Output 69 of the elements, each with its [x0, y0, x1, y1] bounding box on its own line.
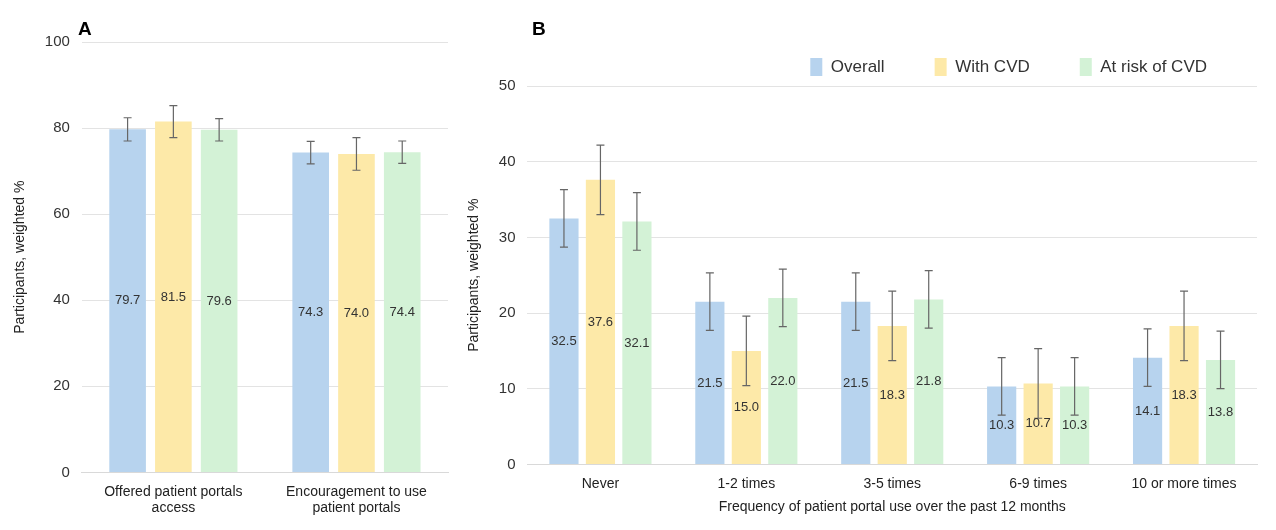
- bar: [549, 218, 579, 464]
- data-label: 10.3: [1061, 417, 1088, 432]
- data-label: 79.7: [114, 292, 141, 308]
- y-tick-label: 80: [53, 118, 70, 136]
- y-tick-label: 60: [53, 204, 70, 222]
- bar: [109, 129, 146, 472]
- bar: [914, 299, 944, 464]
- data-label: 21.5: [843, 374, 869, 390]
- data-label: 32.1: [624, 334, 650, 350]
- y-tick-label: 100: [44, 32, 70, 50]
- x-tick-label: Encouragement to use patient portals: [286, 482, 428, 516]
- data-label: 10.7: [1025, 415, 1051, 431]
- x-axis-title: Frequency of patient portal use over the past 12 months: [718, 498, 1066, 515]
- data-label: 18.3: [879, 386, 905, 402]
- bar: [695, 301, 725, 464]
- data-label: 37.6: [587, 313, 614, 329]
- y-tick-label: 10: [498, 378, 516, 396]
- y-tick-label: 50: [498, 76, 516, 94]
- bar: [987, 386, 1017, 464]
- y-tick-label: 0: [507, 454, 516, 472]
- bar: [200, 129, 238, 472]
- chart-title: B: [532, 18, 546, 40]
- bar: [1205, 359, 1236, 464]
- bar: [877, 325, 907, 464]
- bar: [1132, 357, 1163, 464]
- chart-title: A: [78, 18, 92, 40]
- data-label: 14.1: [1134, 402, 1161, 418]
- data-label: 21.5: [697, 374, 723, 390]
- data-label: 13.8: [1207, 403, 1234, 419]
- data-label: 15.0: [733, 399, 759, 415]
- y-tick-label: 20: [53, 376, 70, 394]
- data-label: 74.4: [389, 303, 415, 319]
- y-tick-label: 40: [53, 290, 70, 308]
- data-label: 74.3: [298, 304, 324, 320]
- bar: [1060, 386, 1090, 464]
- x-tick-label: 1-2 times: [717, 474, 776, 491]
- data-label: 18.3: [1171, 386, 1197, 402]
- data-label: 81.5: [160, 288, 187, 304]
- data-label: 22.0: [770, 372, 796, 388]
- data-label: 10.3: [989, 417, 1015, 432]
- legend-label: With CVD: [955, 56, 1030, 76]
- y-axis-title: Participants, weighted %: [11, 180, 28, 334]
- x-tick-label: 3-5 times: [863, 474, 922, 491]
- bar: [155, 121, 192, 472]
- bar: [622, 221, 652, 464]
- bar: [292, 152, 329, 472]
- bar: [338, 153, 375, 472]
- y-tick-label: 40: [498, 151, 516, 169]
- data-label: 32.5: [551, 333, 577, 348]
- data-label: 21.8: [916, 373, 942, 389]
- legend-label: Overall: [830, 56, 885, 76]
- y-tick-label: 0: [61, 462, 70, 480]
- data-label: 79.6: [206, 292, 232, 308]
- bar: [1169, 325, 1199, 464]
- x-tick-label: Offered patient portals access: [104, 482, 243, 516]
- y-tick-label: 20: [498, 303, 516, 321]
- bar: [731, 350, 761, 464]
- bar: [585, 179, 616, 464]
- bar: [1023, 383, 1053, 464]
- bar: [383, 152, 421, 472]
- legend-label: At risk of CVD: [1100, 56, 1208, 76]
- data-label: 74.0: [343, 304, 370, 320]
- x-tick-label: 6-9 times: [1009, 474, 1067, 491]
- bar: [841, 301, 871, 464]
- x-tick-label: 10 or more times: [1131, 474, 1237, 491]
- bar: [768, 297, 798, 464]
- y-axis-title: Participants, weighted %: [465, 198, 482, 352]
- y-tick-label: 30: [498, 227, 516, 245]
- x-tick-label: Never: [581, 474, 620, 491]
